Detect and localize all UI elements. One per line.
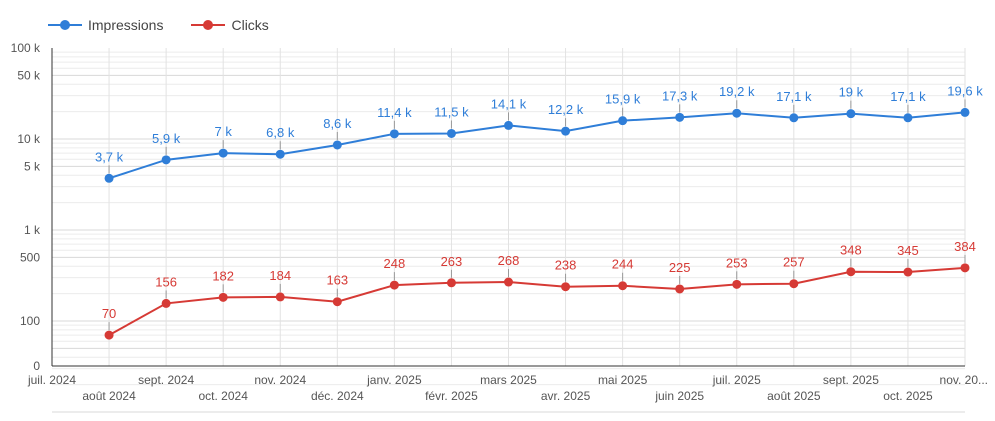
data-point — [332, 297, 342, 307]
data-point — [675, 112, 685, 122]
legend: Impressions Clicks — [48, 17, 269, 33]
data-point — [732, 108, 742, 118]
data-point — [789, 113, 799, 123]
data-label: 184 — [269, 268, 291, 283]
legend-item-clicks[interactable]: Clicks — [191, 17, 269, 33]
data-label: 3,7 k — [95, 149, 124, 164]
x-tick-label: janv. 2025 — [366, 373, 422, 387]
data-label: 156 — [155, 274, 177, 289]
data-label: 12,2 k — [548, 102, 584, 117]
data-label: 257 — [783, 255, 805, 270]
data-point — [903, 267, 913, 277]
clicks-swatch-icon — [191, 20, 226, 30]
data-label: 238 — [555, 258, 577, 273]
legend-label: Impressions — [88, 17, 164, 33]
data-point — [618, 281, 628, 291]
data-label: 14,1 k — [491, 96, 527, 111]
x-tick-label: nov. 2024 — [254, 373, 306, 387]
x-tick-label: nov. 20... — [940, 373, 988, 387]
data-point — [504, 120, 513, 130]
data-label: 19,2 k — [719, 84, 755, 99]
y-tick-label: 0 — [33, 359, 40, 373]
data-point — [446, 128, 456, 138]
data-label: 19,6 k — [947, 83, 983, 98]
data-point — [561, 126, 571, 136]
data-label: 17,1 k — [776, 89, 812, 104]
y-tick-label: 10 k — [17, 132, 41, 146]
data-point — [732, 279, 742, 289]
data-label: 8,6 k — [323, 116, 352, 131]
x-tick-label: avr. 2025 — [541, 389, 591, 403]
data-point — [504, 277, 513, 287]
y-tick-label: 5 k — [24, 159, 41, 173]
data-point — [218, 148, 228, 158]
data-point — [389, 129, 399, 139]
data-point — [618, 116, 628, 126]
data-label: 263 — [441, 254, 463, 269]
data-point — [446, 278, 456, 288]
data-point — [675, 284, 685, 294]
data-point — [161, 298, 171, 308]
data-label: 348 — [840, 243, 862, 258]
data-point — [846, 109, 856, 119]
data-label: 17,3 k — [662, 88, 698, 103]
y-tick-label: 500 — [20, 250, 40, 264]
series-line-clicks — [108, 266, 966, 336]
data-point — [218, 292, 228, 302]
data-label: 225 — [669, 260, 691, 275]
data-point — [561, 282, 571, 292]
data-label: 5,9 k — [152, 131, 181, 146]
data-label: 11,5 k — [434, 104, 469, 119]
data-label: 248 — [384, 256, 406, 271]
data-point — [789, 279, 799, 289]
y-tick-label: 50 k — [17, 68, 41, 82]
data-label: 17,1 k — [890, 89, 926, 104]
data-label: 253 — [726, 255, 748, 270]
data-point — [104, 173, 114, 183]
x-tick-label: mai 2025 — [598, 373, 648, 387]
data-point — [275, 149, 285, 159]
x-tick-label: juin 2025 — [654, 389, 704, 403]
x-tick-label: août 2024 — [82, 389, 136, 403]
data-label: 11,4 k — [377, 105, 412, 120]
legend-item-impressions[interactable]: Impressions — [48, 17, 163, 33]
y-tick-label: 1 k — [24, 223, 41, 237]
x-tick-label: juil. 2024 — [27, 373, 76, 387]
x-tick-label: oct. 2025 — [883, 389, 933, 403]
series-line-impressions — [108, 111, 966, 180]
data-point — [903, 113, 913, 123]
data-label: 268 — [498, 253, 520, 268]
data-label: 384 — [954, 239, 976, 254]
y-tick-label: 100 — [20, 314, 40, 328]
data-point — [161, 155, 171, 165]
data-label: 7 k — [215, 124, 233, 139]
y-tick-label: 100 k — [11, 41, 41, 55]
data-label: 19 k — [839, 85, 864, 100]
data-point — [104, 330, 114, 340]
data-label: 345 — [897, 243, 919, 258]
data-point — [275, 292, 285, 302]
x-tick-label: févr. 2025 — [425, 389, 478, 403]
x-tick-label: oct. 2024 — [199, 389, 249, 403]
data-label: 15,9 k — [605, 92, 641, 107]
x-tick-label: déc. 2024 — [311, 389, 364, 403]
data-label: 182 — [212, 268, 234, 283]
x-tick-label: sept. 2025 — [823, 373, 879, 387]
data-point — [960, 263, 970, 273]
data-point — [389, 280, 399, 290]
data-point — [846, 267, 856, 277]
x-tick-label: juil. 2025 — [712, 373, 761, 387]
data-label: 163 — [326, 273, 348, 288]
data-point — [960, 107, 970, 117]
data-label: 244 — [612, 257, 634, 272]
impressions-swatch-icon — [48, 20, 82, 30]
data-point — [332, 140, 342, 150]
x-tick-label: août 2025 — [767, 389, 821, 403]
legend-label: Clicks — [231, 17, 269, 33]
x-tick-label: mars 2025 — [480, 373, 537, 387]
data-label: 6,8 k — [266, 125, 295, 140]
data-label: 70 — [102, 306, 116, 321]
x-tick-label: sept. 2024 — [138, 373, 194, 387]
